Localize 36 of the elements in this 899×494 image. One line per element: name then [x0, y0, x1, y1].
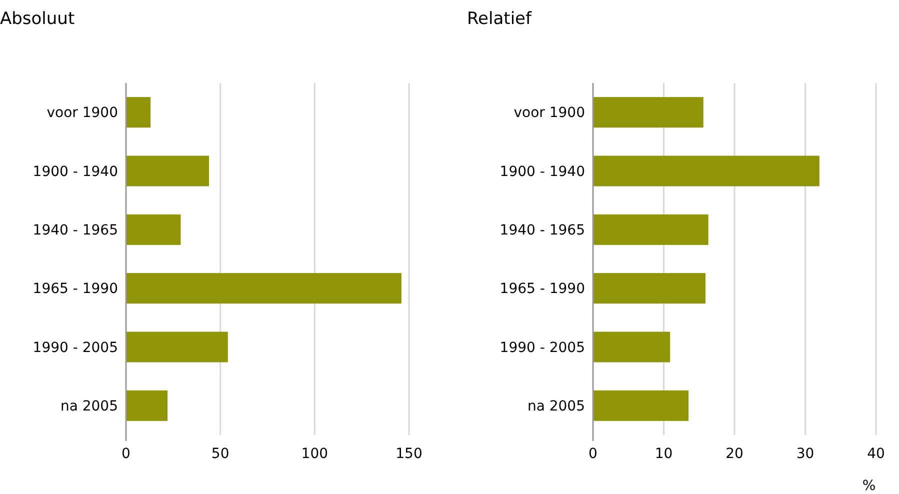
bar: [126, 273, 402, 304]
y-tick-label: voor 1900: [46, 105, 118, 122]
bar: [126, 390, 168, 421]
y-tick-label: 1940 - 1965: [500, 222, 585, 239]
y-tick-label: na 2005: [60, 398, 118, 415]
bar: [126, 332, 228, 362]
bar: [593, 390, 689, 421]
y-tick-label: 1940 - 1965: [32, 222, 118, 239]
chart-title: Relatief: [467, 9, 532, 29]
bar: [593, 156, 820, 186]
x-tick-label: 100: [301, 446, 328, 462]
y-tick-label: 1965 - 1990: [32, 281, 118, 298]
x-tick-label: 150: [396, 446, 422, 462]
x-tick-label: 0: [122, 446, 130, 462]
y-tick-label: 1990 - 2005: [32, 340, 118, 356]
bar: [126, 156, 210, 186]
x-tick-label: 0: [588, 446, 598, 462]
x-tick-label: 50: [211, 446, 230, 462]
chart-title: Absoluut: [0, 9, 75, 29]
y-tick-label: 1900 - 1940: [32, 164, 118, 180]
x-axis-title: %: [862, 478, 876, 494]
bar: [126, 97, 151, 128]
y-tick-label: 1900 - 1940: [500, 164, 585, 180]
x-tick-label: 10: [654, 446, 673, 462]
bar: [593, 97, 704, 128]
x-tick-label: 30: [796, 446, 814, 462]
y-tick-label: na 2005: [527, 398, 585, 415]
y-tick-label: 1990 - 2005: [500, 340, 585, 356]
x-tick-label: 20: [726, 446, 744, 462]
bar: [593, 273, 706, 304]
y-tick-label: 1965 - 1990: [500, 281, 585, 298]
x-tick-label: 40: [867, 446, 885, 462]
bar: [593, 332, 670, 362]
bar: [593, 214, 708, 245]
bar: [126, 214, 181, 245]
y-tick-label: voor 1900: [514, 105, 585, 122]
